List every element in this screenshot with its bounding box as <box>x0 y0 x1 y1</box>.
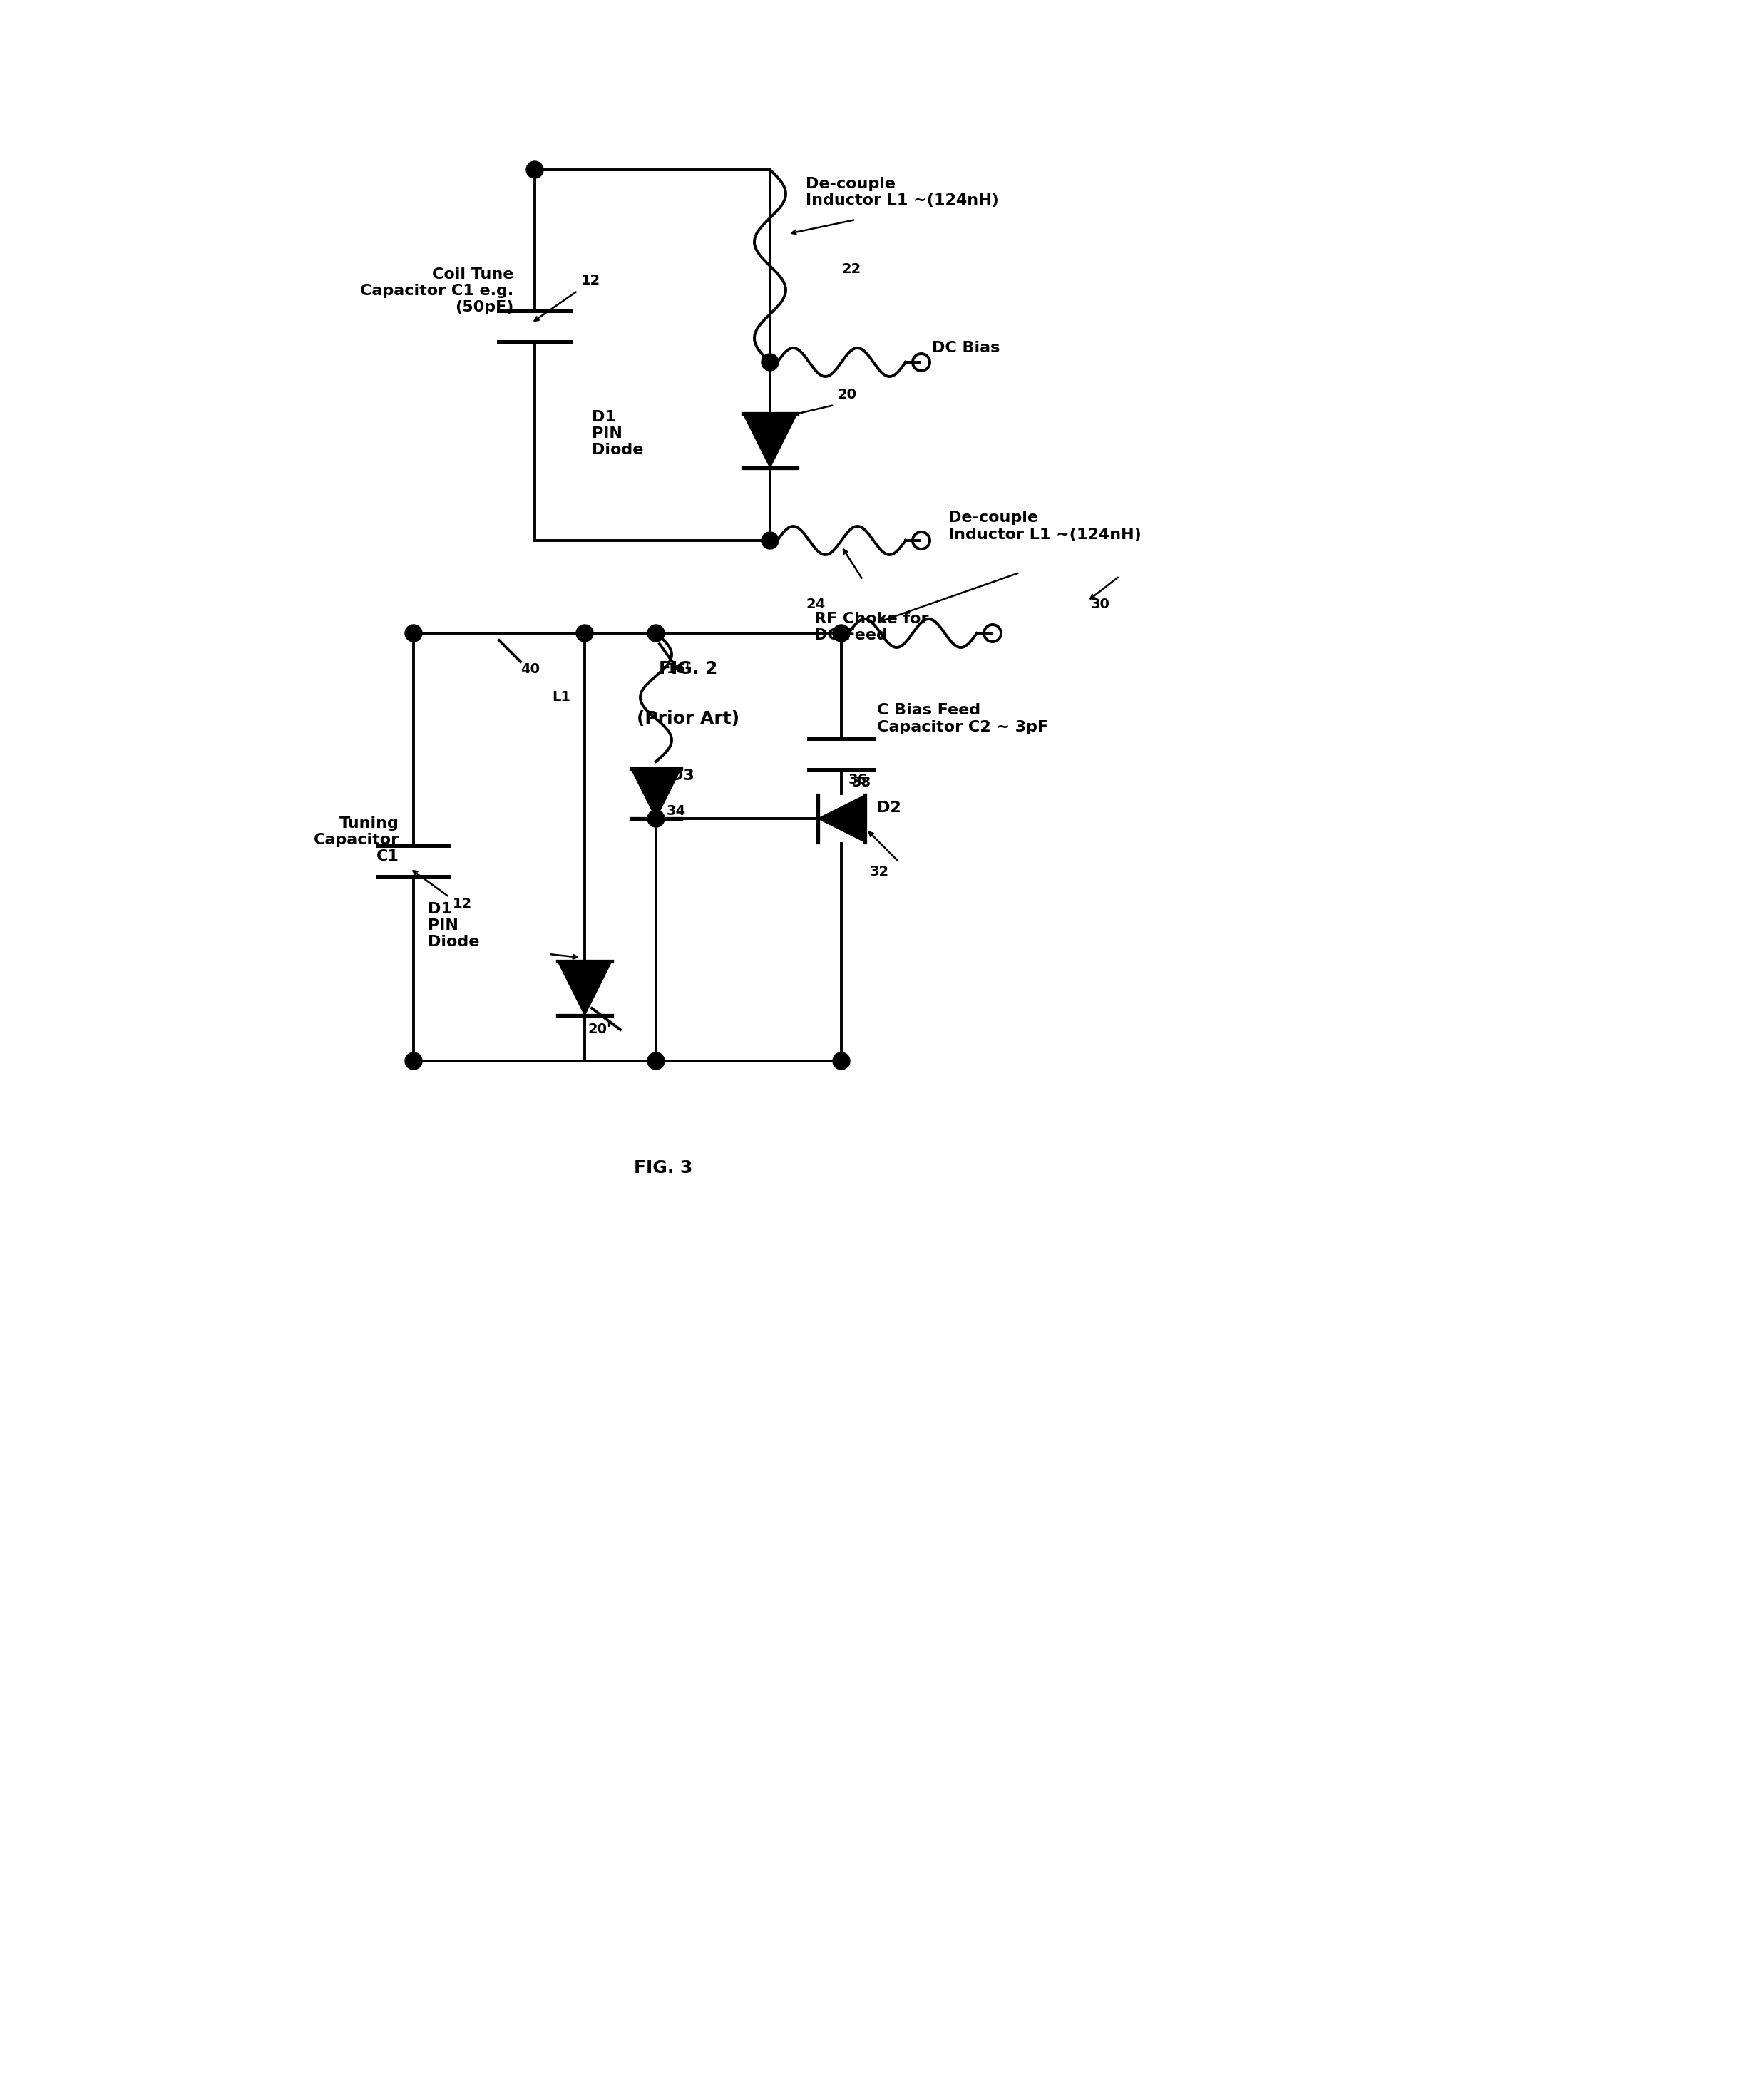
Text: 22: 22 <box>841 262 861 277</box>
Circle shape <box>833 811 850 828</box>
Text: 32: 32 <box>870 865 889 878</box>
Text: (Prior Art): (Prior Art) <box>637 710 739 727</box>
Polygon shape <box>557 962 612 1016</box>
Polygon shape <box>632 769 681 819</box>
Text: Tuning
Capacitor
C1: Tuning Capacitor C1 <box>314 817 399 863</box>
Text: De-couple
Inductor L1 ~(124nH): De-couple Inductor L1 ~(124nH) <box>949 511 1141 543</box>
Circle shape <box>647 1052 665 1071</box>
Text: D3: D3 <box>670 769 695 784</box>
Text: RF Choke for
DC Feed: RF Choke for DC Feed <box>815 612 928 643</box>
Text: D2: D2 <box>877 800 901 815</box>
Text: 20': 20' <box>587 1022 612 1037</box>
Circle shape <box>526 161 543 178</box>
Circle shape <box>647 624 665 641</box>
Circle shape <box>762 354 778 371</box>
Text: D1
PIN
Diode: D1 PIN Diode <box>591 411 644 457</box>
Circle shape <box>406 1052 422 1071</box>
Circle shape <box>577 624 593 641</box>
Text: FIG. 3: FIG. 3 <box>633 1159 693 1177</box>
Text: 24: 24 <box>806 597 826 612</box>
Text: FIG. 2: FIG. 2 <box>658 660 718 677</box>
Circle shape <box>833 624 850 641</box>
Text: 34: 34 <box>667 804 686 817</box>
Circle shape <box>647 811 665 828</box>
Text: 40: 40 <box>520 662 540 675</box>
Text: 16': 16' <box>667 662 690 675</box>
Text: 12: 12 <box>580 274 600 287</box>
Circle shape <box>762 532 778 549</box>
Text: 36: 36 <box>848 773 868 786</box>
Polygon shape <box>743 413 797 467</box>
Text: D1
PIN
Diode: D1 PIN Diode <box>429 901 480 949</box>
Text: 30: 30 <box>1090 597 1110 612</box>
Text: 20: 20 <box>838 388 857 402</box>
Circle shape <box>406 624 422 641</box>
Polygon shape <box>818 796 864 842</box>
Text: 12: 12 <box>453 897 473 911</box>
Text: C Bias Feed
Capacitor C2 ~ 3pF: C Bias Feed Capacitor C2 ~ 3pF <box>877 704 1048 733</box>
Text: L1: L1 <box>552 691 570 704</box>
Text: 38: 38 <box>852 775 871 790</box>
Text: De-couple
Inductor L1 ~(124nH): De-couple Inductor L1 ~(124nH) <box>806 176 998 207</box>
Text: Coil Tune
Capacitor C1 e.g.
(50pF): Coil Tune Capacitor C1 e.g. (50pF) <box>360 268 513 314</box>
Text: DC Bias: DC Bias <box>931 341 1000 356</box>
Circle shape <box>833 1052 850 1071</box>
